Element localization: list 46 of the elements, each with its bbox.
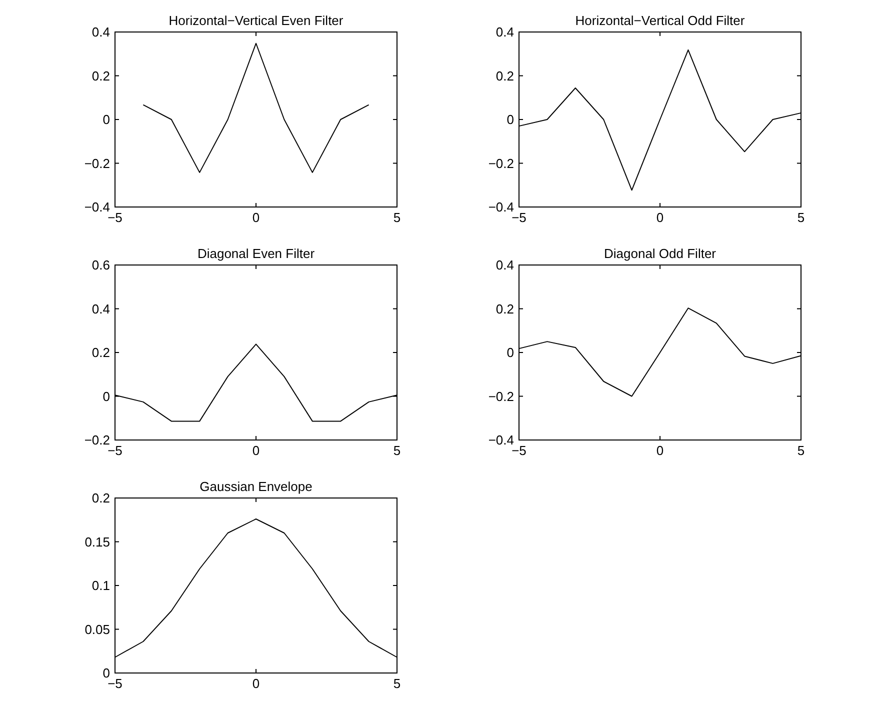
y-tick-label: 0 xyxy=(102,666,110,680)
y-tick-label: −0.2 xyxy=(84,432,110,448)
y-tick-label: −0.2 xyxy=(84,156,110,171)
x-tick-label: 0 xyxy=(252,443,260,458)
chart-title: Diagonal Even Filter xyxy=(197,246,316,261)
y-tick-label: 0 xyxy=(102,388,110,404)
y-tick-label: 0.4 xyxy=(92,24,110,40)
y-tick-label: 0 xyxy=(506,112,514,127)
x-tick-label: 0 xyxy=(252,676,260,691)
y-tick-label: 0.4 xyxy=(496,24,514,40)
x-tick-label: 5 xyxy=(797,443,805,458)
chart-title: Horizontal−Vertical Odd Filter xyxy=(575,13,746,28)
x-tick-label: −5 xyxy=(108,443,122,458)
x-tick-label: 5 xyxy=(797,210,805,225)
y-tick-label: 0.05 xyxy=(84,622,110,637)
chart-title: Gaussian Envelope xyxy=(200,479,312,494)
y-tick-label: −0.2 xyxy=(488,388,514,404)
y-tick-label: 0.15 xyxy=(84,534,110,550)
y-tick-label: −0.4 xyxy=(84,200,110,214)
y-tick-label: 0.2 xyxy=(496,301,514,316)
x-tick-label: −5 xyxy=(512,210,526,225)
y-tick-label: 0.4 xyxy=(92,301,110,316)
y-tick-label: −0.4 xyxy=(488,200,514,214)
y-tick-label: −0.2 xyxy=(488,156,514,171)
y-tick-label: 0.2 xyxy=(496,68,514,84)
y-tick-label: 0 xyxy=(102,112,110,127)
x-tick-label: 0 xyxy=(656,210,664,225)
y-tick-label: −0.4 xyxy=(488,432,514,448)
y-tick-label: 0 xyxy=(506,345,514,360)
x-tick-label: 5 xyxy=(393,443,401,458)
chart-title: Diagonal Odd Filter xyxy=(604,246,717,261)
x-tick-label: 5 xyxy=(393,676,401,691)
line-series xyxy=(142,42,370,173)
x-tick-label: 0 xyxy=(656,443,664,458)
chart-title: Horizontal−Vertical Even Filter xyxy=(168,13,344,28)
y-tick-label: 0.2 xyxy=(92,68,110,84)
y-tick-label: 0.4 xyxy=(496,258,514,272)
y-tick-label: 0.6 xyxy=(92,258,110,272)
y-tick-label: 0.2 xyxy=(92,345,110,360)
x-tick-label: −5 xyxy=(108,676,122,691)
y-tick-label: 0.2 xyxy=(92,490,110,506)
x-tick-label: 5 xyxy=(393,210,401,225)
x-tick-label: −5 xyxy=(512,443,526,458)
y-tick-label: 0.1 xyxy=(92,578,110,593)
x-tick-label: 0 xyxy=(252,210,260,225)
x-tick-label: −5 xyxy=(108,210,122,225)
